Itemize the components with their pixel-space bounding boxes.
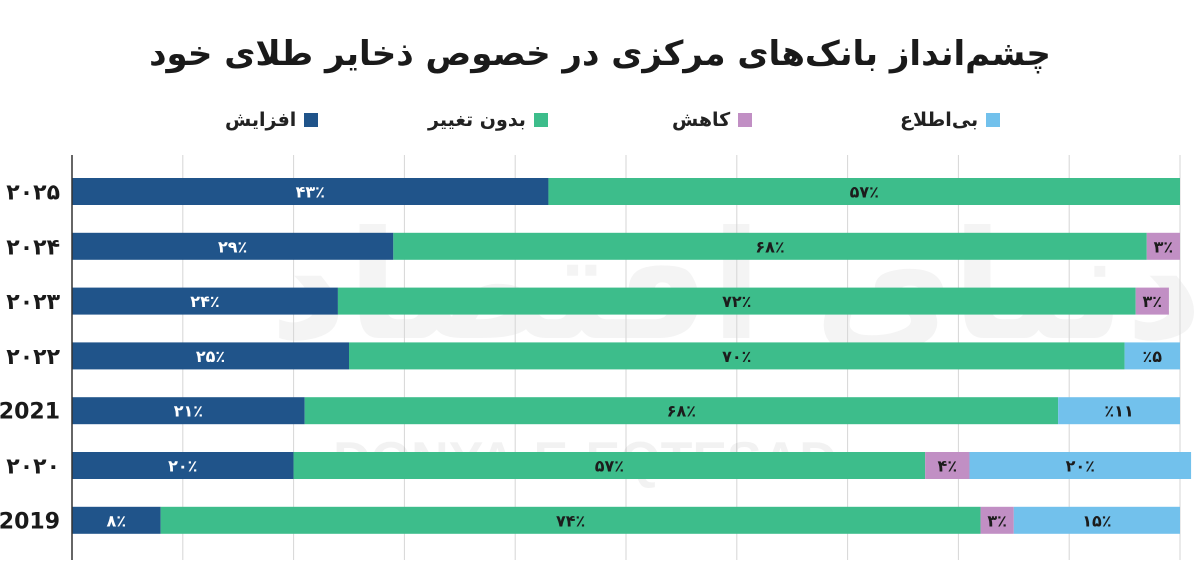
legend-label-unknown: بی‌اطلاع — [900, 109, 979, 131]
data-label: ۳٪ — [1154, 237, 1174, 256]
category-label: 2021 — [0, 400, 60, 425]
data-label: ۲۹٪ — [218, 237, 247, 256]
legend-swatch-increase — [304, 113, 319, 127]
legend-item-decrease: کاهش — [672, 108, 753, 132]
data-label: ۲۴٪ — [190, 292, 219, 311]
category-label: ۲۰۲۳ — [6, 290, 60, 315]
bar-segment — [72, 287, 338, 315]
data-label: ۳٪ — [1143, 292, 1163, 311]
data-label: ۴۳٪ — [296, 183, 325, 202]
bar-segment — [393, 232, 1147, 260]
bar-segment — [72, 232, 394, 260]
category-label: 2019 — [0, 509, 60, 534]
bar-segment — [72, 452, 294, 479]
bar-segment — [925, 452, 970, 479]
bar-segment — [548, 178, 1180, 205]
bar-segment — [293, 452, 926, 479]
bar-segment — [1146, 232, 1180, 260]
legend-item-unknown: بی‌اطلاع — [900, 108, 1001, 132]
data-label: ۷۰٪ — [722, 347, 751, 366]
data-label: ۶۸٪ — [667, 402, 696, 421]
data-label: ۱۵٪ — [1082, 511, 1111, 530]
data-label: ٪۵ — [1143, 347, 1163, 366]
chart-title: چشم‌انداز بانک‌های مرکزی در خصوص ذخایر ط… — [149, 34, 1051, 74]
data-label: ۵۷٪ — [595, 457, 624, 476]
category-label: ۲۰۲۵ — [6, 181, 60, 206]
data-label: ٪۱۱ — [1104, 402, 1133, 421]
data-label: ۸٪ — [107, 511, 127, 530]
axis-layer: ۲۰۲۵ ۲۰۲۴ ۲۰۲۳ ۲۰۲۲ 2021 ۲۰۲۰ 2019 — [0, 155, 73, 560]
data-label: ۵۷٪ — [850, 183, 879, 202]
bar-segment — [337, 287, 1136, 315]
bar-segment — [1058, 397, 1180, 425]
category-label: ۲۰۲۲ — [6, 345, 60, 370]
data-label: ۳٪ — [987, 511, 1007, 530]
legend-swatch-decrease — [738, 113, 753, 127]
data-label: ۷۲٪ — [722, 292, 751, 311]
bar-segment — [969, 452, 1192, 479]
bar-segment — [72, 178, 549, 205]
bar-segment — [72, 342, 349, 370]
bar-segment — [1013, 506, 1180, 534]
bar-segment — [980, 506, 1014, 534]
legend-label-decrease: کاهش — [672, 109, 731, 131]
legend-swatch-no-change — [533, 113, 548, 127]
bar-segment — [304, 397, 1059, 425]
data-label: ۲۰٪ — [168, 457, 197, 476]
bar-segment — [349, 342, 1125, 370]
legend-swatch-unknown — [986, 113, 1001, 127]
data-label: ۷۴٪ — [556, 511, 585, 530]
data-label: ۲۵٪ — [196, 347, 225, 366]
data-label: ۶۸٪ — [755, 237, 784, 256]
bar-segment — [160, 506, 981, 534]
legend-label-no-change: بدون تغییر — [428, 109, 526, 131]
bar-segment — [1124, 342, 1180, 370]
bar-segment — [1135, 287, 1169, 315]
bars-layer — [72, 178, 1192, 534]
bar-segment — [72, 506, 161, 534]
labels-layer: ۴۳٪ ۵۷٪ ۲۹٪ ۶۸٪ ۳٪ ۲۴٪ ۷۲٪ ۳٪ ۲۵٪ ۷۰٪ ٪۵ ۲۱٪ ۶۸٪ ٪۱۱ ۲… — [107, 183, 1174, 531]
data-label: ۴٪ — [938, 457, 958, 476]
category-label: ۲۰۲۴ — [6, 235, 60, 260]
category-label: ۲۰۲۰ — [6, 455, 60, 480]
legend-label-increase: افزایش — [225, 109, 297, 131]
legend-item-increase: افزایش — [225, 108, 319, 132]
bar-segment — [72, 397, 305, 425]
data-label: ۲۱٪ — [174, 402, 203, 421]
legend-item-no-change: بدون تغییر — [428, 108, 548, 132]
data-label: ۲۰٪ — [1066, 457, 1095, 476]
